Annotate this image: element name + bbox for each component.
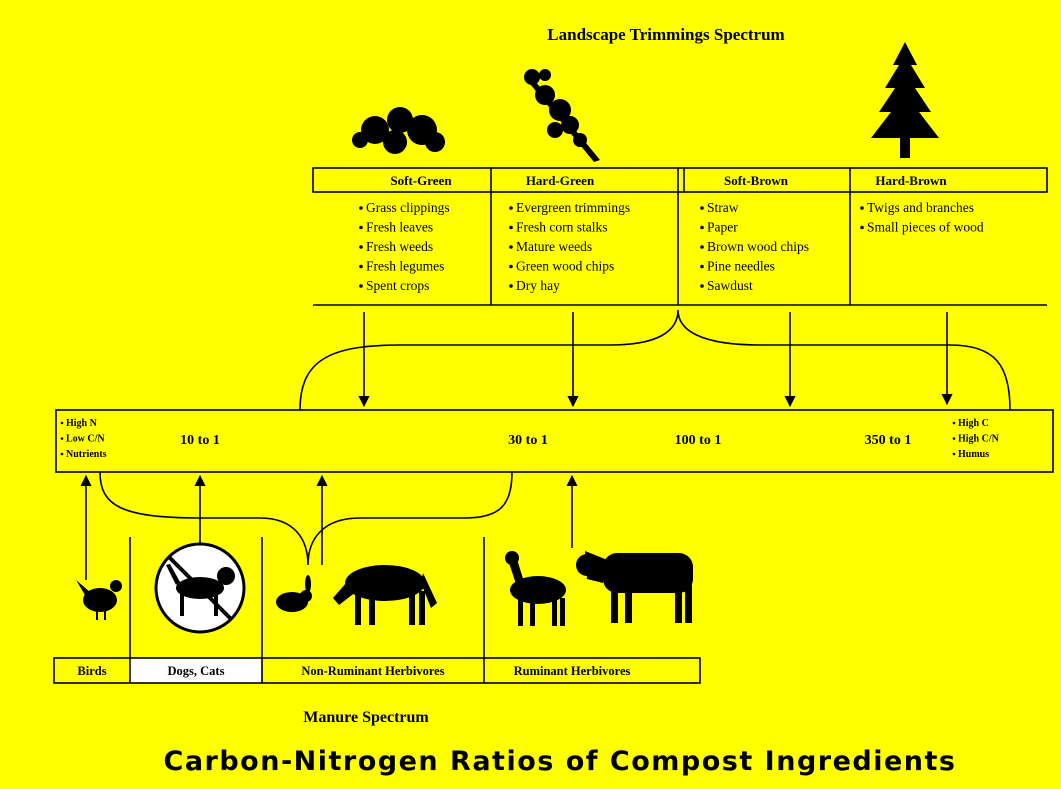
column-item: Mature weeds (516, 239, 592, 254)
group-label: Ruminant Herbivores (514, 664, 631, 678)
bullet (359, 264, 363, 269)
ratio: 30 to 1 (508, 433, 548, 448)
arrows-down (358, 312, 953, 408)
ratio: 100 to 1 (675, 433, 722, 448)
header-box (312, 167, 1048, 193)
bullet (509, 206, 513, 210)
manure-title: Manure Spectrum (303, 709, 429, 726)
groups: Birds Dogs, Cats Non-Ruminant Herbivores Ru… (77, 664, 630, 678)
column-header: Hard-Green (526, 173, 595, 188)
scale-label: High C (958, 418, 989, 429)
bullet (359, 225, 363, 230)
group-label: Non-Ruminant Herbivores (301, 664, 444, 678)
group-box-dividers (129, 658, 485, 683)
group-box (53, 657, 701, 684)
bullet (359, 206, 363, 210)
bullet (509, 284, 513, 288)
columns: Soft-Green Grass clippings Fresh leaves Fre… (359, 173, 984, 293)
upper-brace (299, 309, 1011, 411)
bullet (359, 284, 363, 288)
landscape-title: Landscape Trimmings Spectrum (547, 25, 784, 44)
bullet (60, 437, 64, 440)
column-lines (313, 168, 1047, 306)
bullet (509, 225, 513, 230)
bullet (60, 421, 64, 425)
column-item: Paper (707, 220, 738, 235)
ratio: 10 to 1 (180, 433, 220, 448)
scale-box (55, 409, 1054, 473)
column-item: Fresh leaves (366, 220, 433, 235)
bullet (860, 206, 864, 210)
scale: High N Low C/N Nutrients High C High C/N Humu… (60, 418, 1000, 460)
plant-icons (352, 42, 939, 162)
column-item: Dry hay (516, 278, 560, 293)
ratio: 350 to 1 (865, 433, 912, 448)
bullet (60, 452, 64, 456)
bullet (700, 245, 704, 249)
bullet (509, 245, 513, 249)
group-dividers (129, 537, 485, 658)
column-item: Green wood chips (516, 259, 614, 274)
scale-label: Low C/N (66, 434, 105, 445)
bullet (700, 206, 704, 210)
column-item: Fresh corn stalks (516, 220, 608, 235)
bullet (860, 225, 864, 230)
column-item: Fresh weeds (366, 239, 433, 254)
column-item: Small pieces of wood (867, 220, 984, 235)
bullet (700, 225, 704, 230)
column-item: Spent crops (366, 278, 429, 293)
column-item: Pine needles (707, 259, 775, 274)
column-item: Twigs and branches (867, 200, 974, 215)
column-header: Soft-Green (390, 173, 452, 188)
column-item: Evergreen trimmings (516, 200, 630, 215)
column-item: Brown wood chips (707, 239, 809, 254)
bullet (700, 264, 704, 269)
bullet (952, 437, 956, 440)
scale-label: High N (66, 418, 98, 429)
dogs-cell (130, 658, 262, 683)
scale-label: Nutrients (66, 449, 107, 460)
bullet (700, 284, 704, 288)
column-item: Sawdust (707, 278, 753, 293)
scale-label: High C/N (958, 434, 1000, 445)
scale-label: Humus (958, 449, 989, 460)
bullet (509, 264, 513, 269)
group-label: Birds (77, 664, 106, 678)
column-item: Grass clippings (366, 200, 450, 215)
column-header: Soft-Brown (724, 173, 789, 188)
group-label: Dogs, Cats (168, 664, 225, 678)
column-header: Hard-Brown (875, 173, 947, 188)
bullet (359, 245, 363, 249)
column-item: Straw (707, 200, 739, 215)
column-item: Fresh legumes (366, 259, 444, 274)
bullet (952, 452, 956, 456)
arrows-up (80, 474, 578, 580)
lower-brace (99, 471, 513, 566)
main-title: Carbon-Nitrogen Ratios of Compost Ingred… (164, 746, 957, 777)
animal-icons (76, 542, 693, 634)
bullet (952, 421, 956, 425)
